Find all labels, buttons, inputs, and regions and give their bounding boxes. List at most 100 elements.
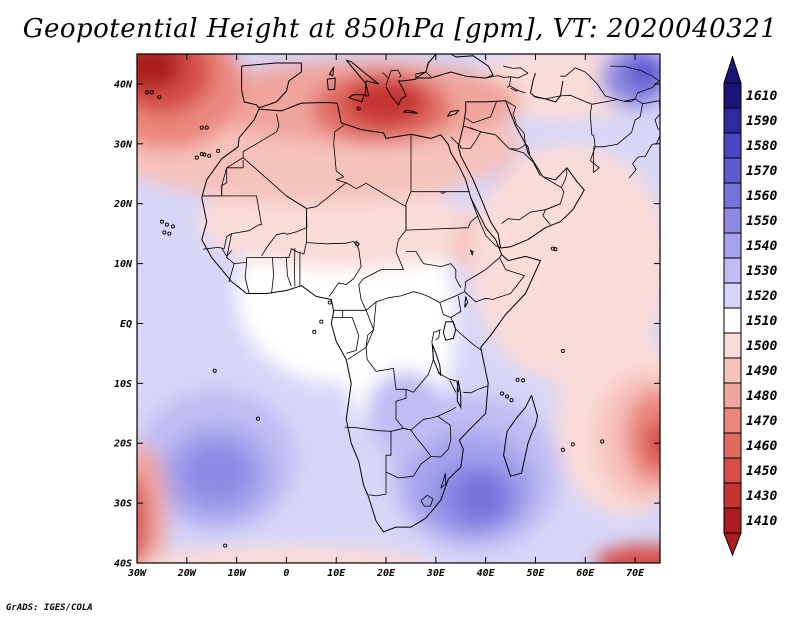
country-border [382,72,389,86]
country-border [610,65,640,71]
island [149,90,154,95]
lon-tick-label: 30W [127,568,147,579]
island [216,148,221,154]
country-border [485,72,529,79]
height-field [137,54,660,563]
country-border [347,310,375,360]
coastline [201,102,541,533]
colorbar-label: 1540 [746,239,777,254]
country-border [464,254,502,292]
axis-ticks: 30W 20W 10W 0 10E 20E 30E 40E 50E 60E 70E 40N 30N 20N… [113,54,660,579]
country-border [591,99,618,105]
lake-outline [469,249,474,257]
country-border [592,103,643,173]
country-border [503,65,529,74]
country-border [437,372,460,393]
colorbar-label: 1500 [746,339,777,354]
country-border [470,197,501,249]
island [164,222,169,227]
field-blob [595,545,660,563]
island [473,602,476,605]
lat-tick-label: 40N [114,79,133,90]
colorbar-label: 1470 [746,414,777,429]
boundaries-layer [144,54,694,605]
island [162,230,167,235]
colorbar-label: 1560 [746,189,777,204]
country-border [431,329,441,342]
colorbar-swatch [723,432,742,459]
lon-tick-label: 40E [477,568,496,579]
coastline [403,109,418,114]
country-border [221,160,244,196]
coastline [684,265,694,288]
colorbar: 1610 1590 1580 1570 1560 1550 1540 1530 1520 1510… [723,55,777,557]
country-border [332,309,344,318]
colorbar-label: 1550 [746,214,777,229]
island [505,394,510,399]
colorbar-swatch [723,507,742,534]
country-border [510,87,519,92]
country-border [244,262,250,294]
colorbar-label: 1520 [746,289,777,304]
country-border [406,251,462,288]
country-border [425,61,429,73]
field-blob [366,371,446,456]
island [170,224,175,229]
country-border [463,125,482,133]
lake-outline [464,296,469,308]
island [144,90,150,95]
lon-tick-label: 70E [626,568,645,579]
lat-tick-label: 30S [113,499,132,510]
field-blob [455,473,506,522]
island [560,348,565,354]
country-border [344,426,392,497]
country-border [440,191,446,194]
country-border [545,203,561,211]
country-border [437,415,452,458]
country-border [405,215,479,231]
colorbar-swatch [723,182,742,209]
country-border [293,247,296,287]
country-border [271,257,274,294]
country-border [460,147,471,149]
island [199,125,204,130]
country-border [405,341,434,393]
island [356,106,361,111]
coastline [345,59,380,97]
lon-tick-label: 20W [177,568,197,579]
lat-tick-label: 40S [114,559,132,570]
country-border [226,233,362,297]
island [207,153,212,158]
map-frame [136,53,661,564]
colorbar-swatch [723,82,742,109]
colorbar-swatch [723,332,742,359]
island [167,231,172,236]
country-border [435,329,441,341]
country-border [463,385,489,394]
country-border [455,329,482,351]
island [550,246,555,251]
colorbar-label: 1510 [746,314,777,329]
colorbar-bottom-arrow [723,532,742,557]
island [515,377,520,382]
country-border [465,101,497,124]
country-border [505,100,526,144]
country-border [286,257,292,287]
island [570,442,575,447]
country-border [385,456,432,479]
island [560,447,565,452]
country-border [469,131,482,149]
country-border [508,148,541,177]
lat-tick-label: 10N [114,259,133,270]
country-border [501,209,546,224]
colorbar-swatch [723,307,742,334]
country-border [333,143,347,184]
colorbar-top-arrow [723,55,742,84]
country-border [532,94,600,173]
island [600,439,605,444]
colorbar-label: 1450 [746,464,777,479]
country-border [395,401,457,431]
coastline [385,78,417,106]
coastline [326,77,336,91]
